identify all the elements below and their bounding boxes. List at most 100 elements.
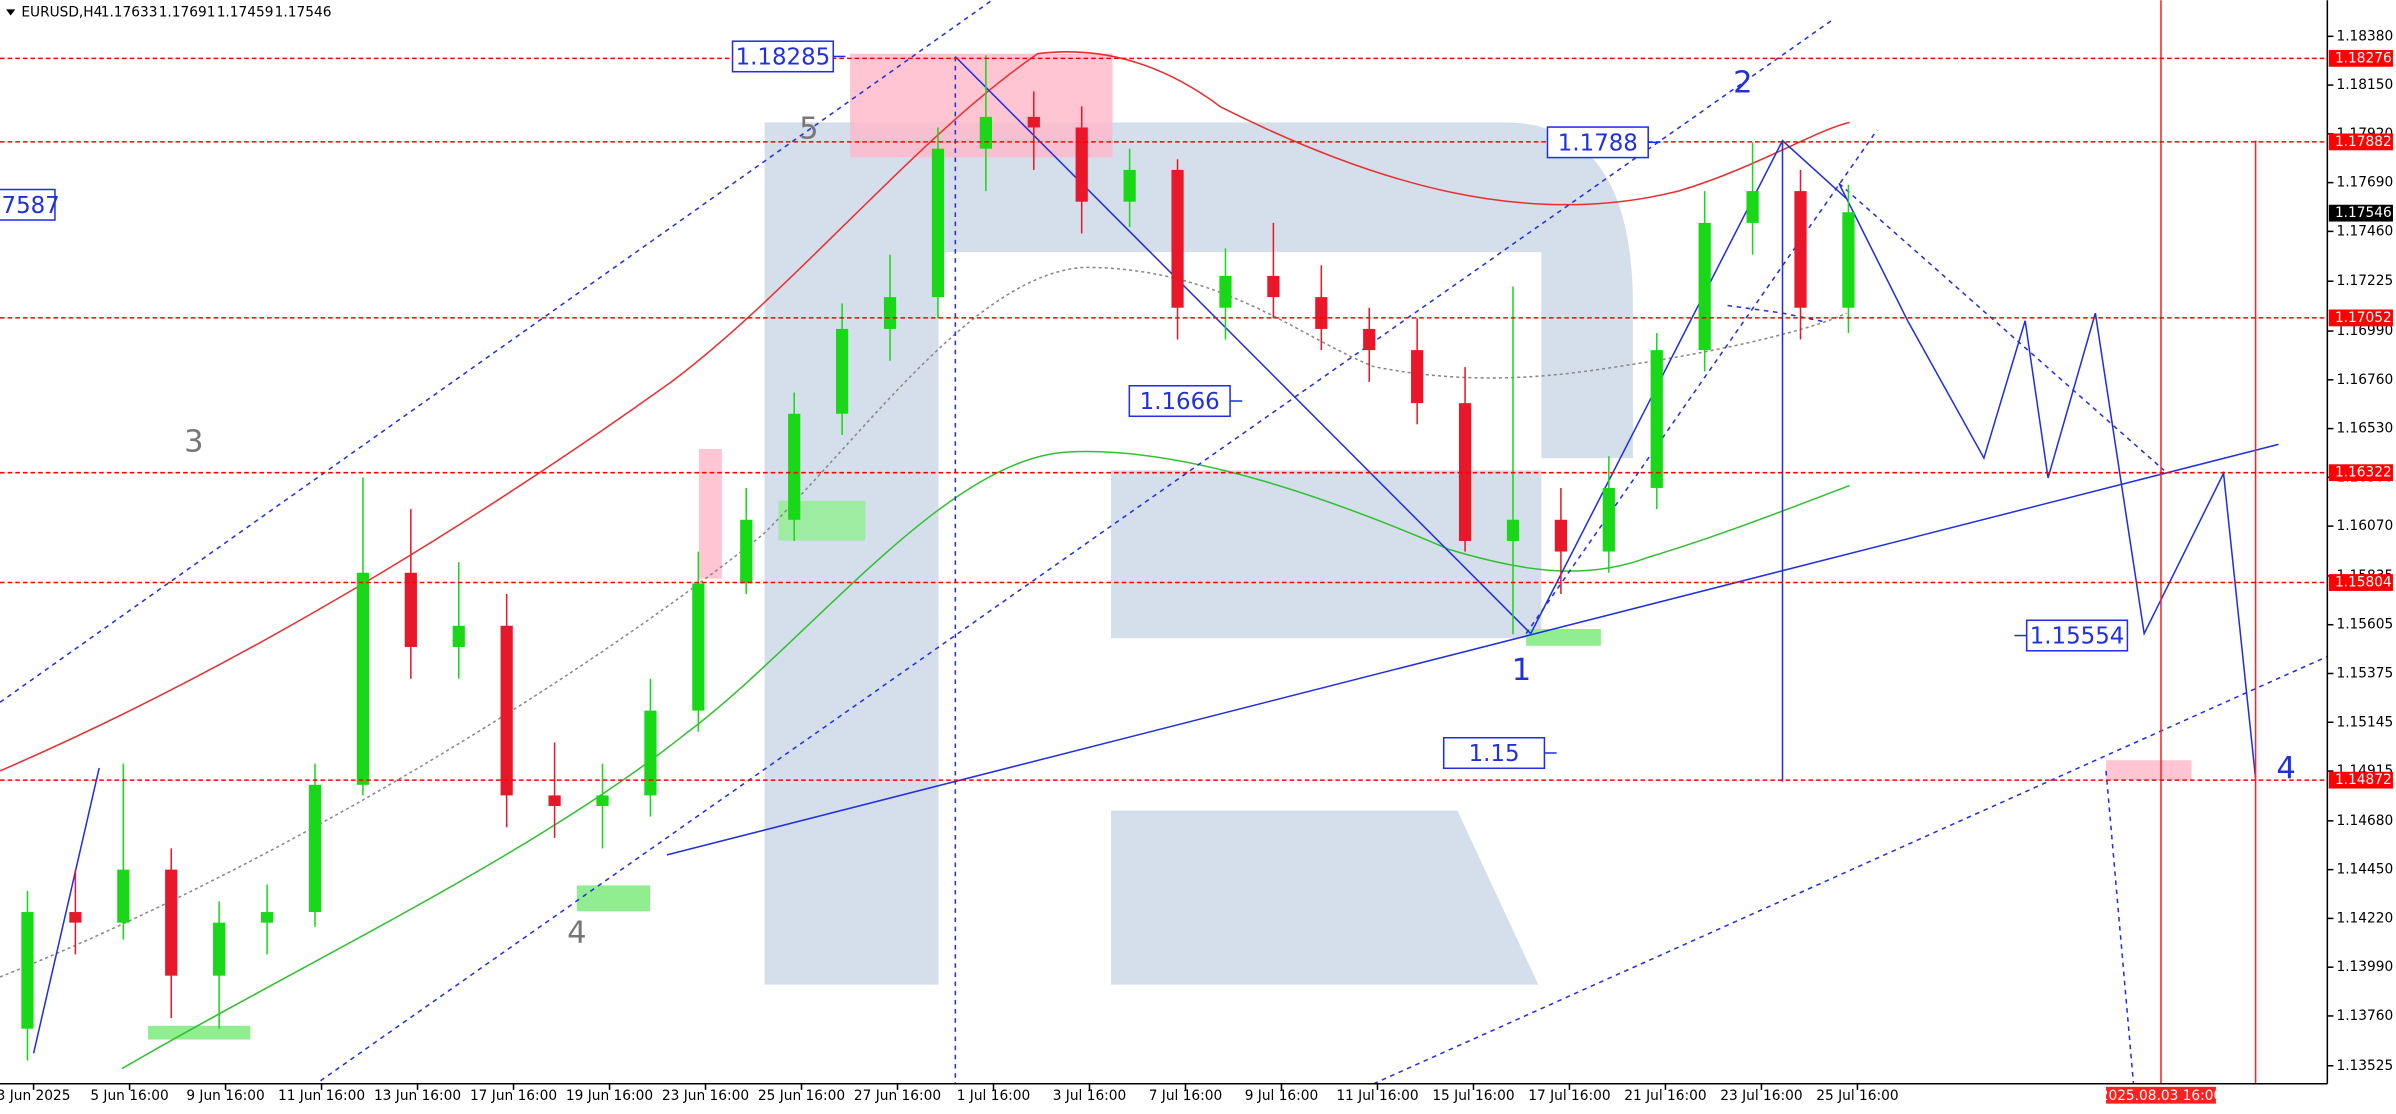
candle-body [692,583,705,711]
partial-annotation-box [0,188,56,221]
candle-body [1027,116,1040,128]
candle-body [979,116,992,149]
price-tag-label: 1.15804 [2335,575,2392,591]
y-tick-label: 1.16070 [2336,518,2393,534]
x-tick-label: 11 Jul 16:00 [1336,1088,1418,1104]
watermark [764,122,1633,985]
header-value: 1.17691 [159,4,216,20]
candle-body [1650,350,1663,488]
candle-body [1171,169,1184,308]
candle-body [117,869,130,923]
x-tick-label: 13 Jun 16:00 [374,1088,461,1104]
wave-label: 2 [1733,66,1752,101]
price-annotation: 1.15554 [2030,624,2125,650]
header-value: 1.17633 [101,4,158,20]
candle-body [836,328,849,414]
x-tick-label: 15 Jul 16:00 [1432,1088,1514,1104]
candle-body [1123,169,1136,202]
symbol: EURUSD,H4 [21,4,102,20]
price-annotation: 1.1666 [1140,389,1220,415]
y-tick-label: 1.17225 [2336,273,2393,289]
price-tag [2328,464,2393,482]
menu-arrow[interactable] [6,9,16,16]
candle-body [548,795,561,807]
wave-label: 1 [1512,653,1531,688]
time-marker: 2025.08.03 16:00 [2100,1088,2222,1104]
price-annotation-box [2025,619,2129,652]
price-annotation-box [1442,736,1546,770]
x-tick-label: 7 Jul 16:00 [1149,1088,1223,1104]
y-tick-label: 1.13760 [2336,1008,2393,1024]
x-tick-label: 3 Jun 2025 [0,1088,70,1104]
x-tick-label: 1 Jul 16:00 [957,1088,1031,1104]
candle-body [883,297,897,329]
candle-body [165,869,178,976]
candle-body [213,922,226,976]
candle-body [1746,191,1759,223]
x-tick-label: 23 Jul 16:00 [1720,1088,1802,1104]
y-tick-label: 1.17690 [2336,175,2393,191]
x-tick-label: 5 Jun 16:00 [90,1088,168,1104]
candle-body [788,413,801,520]
x-tick-label: 25 Jul 16:00 [1816,1088,1898,1104]
candle-body [1698,222,1711,351]
y-tick-label: 1.14680 [2336,813,2393,829]
candle-body [1554,519,1568,552]
wave-label: 4 [567,916,586,951]
candle-body [1075,127,1088,202]
price-tag [2328,309,2393,327]
price-annotation: 1.15 [1469,741,1520,767]
candle-body [596,795,609,807]
x-tick-label: 23 Jun 16:00 [662,1088,749,1104]
partial-annotation: 7587 [2,193,60,219]
price-tag [2328,771,2393,789]
candle-body [500,625,513,796]
wave-label: 5 [799,111,818,146]
y-tick-label: 1.16530 [2336,421,2393,437]
wave-label: 3 [184,424,203,459]
candle-body [1315,297,1328,329]
candle-body [452,625,465,647]
candle-body [1602,487,1615,552]
price-tag-label: 1.14872 [2335,772,2392,788]
price-tag-label: 1.16322 [2335,465,2392,481]
candle-body [1363,328,1376,351]
indicators [0,0,2328,1085]
candle-body [1219,275,1232,308]
candle-body [644,710,657,796]
x-tick-label: 17 Jun 16:00 [470,1088,557,1104]
x-tick-label: 17 Jul 16:00 [1528,1088,1610,1104]
y-tick-label: 1.15605 [2336,617,2393,633]
x-tick-label: 21 Jul 16:00 [1624,1088,1706,1104]
candle-body [1411,350,1424,404]
candle-body [69,912,82,923]
y-tick-label: 1.16990 [2336,323,2393,339]
candle-body [404,572,417,647]
candle-body [1842,212,1855,308]
y-tick-label: 1.16760 [2336,372,2393,388]
price-tag [2328,49,2393,67]
y-tick-label: 1.14220 [2336,910,2393,926]
time-marker-box [2106,1086,2216,1104]
candle-body [356,572,370,785]
x-tick-label: 9 Jul 16:00 [1245,1088,1319,1104]
x-tick-label: 27 Jun 16:00 [854,1088,941,1104]
x-tick-label: 9 Jun 16:00 [186,1088,264,1104]
candle-body [1794,191,1807,308]
y-tick-label: 1.13525 [2336,1058,2393,1074]
price-tag-label: 1.17882 [2335,134,2392,150]
price-tag-label: 1.17052 [2335,310,2392,326]
header-value: 1.17546 [275,4,332,20]
y-tick-label: 1.15375 [2336,665,2393,681]
x-tick-label: 25 Jun 16:00 [758,1088,845,1104]
candle-body [308,784,322,913]
header-value: 1.17459 [217,4,274,20]
y-tick-label: 1.14450 [2336,862,2393,878]
x-tick-label: 11 Jun 16:00 [278,1088,365,1104]
candle-body [260,912,274,923]
wave-label: 4 [2276,751,2295,786]
price-tag-label: 1.18276 [2335,50,2392,66]
candle-body [1506,519,1520,541]
x-tick-label: 3 Jul 16:00 [1053,1088,1127,1104]
price-tag [2328,133,2393,151]
